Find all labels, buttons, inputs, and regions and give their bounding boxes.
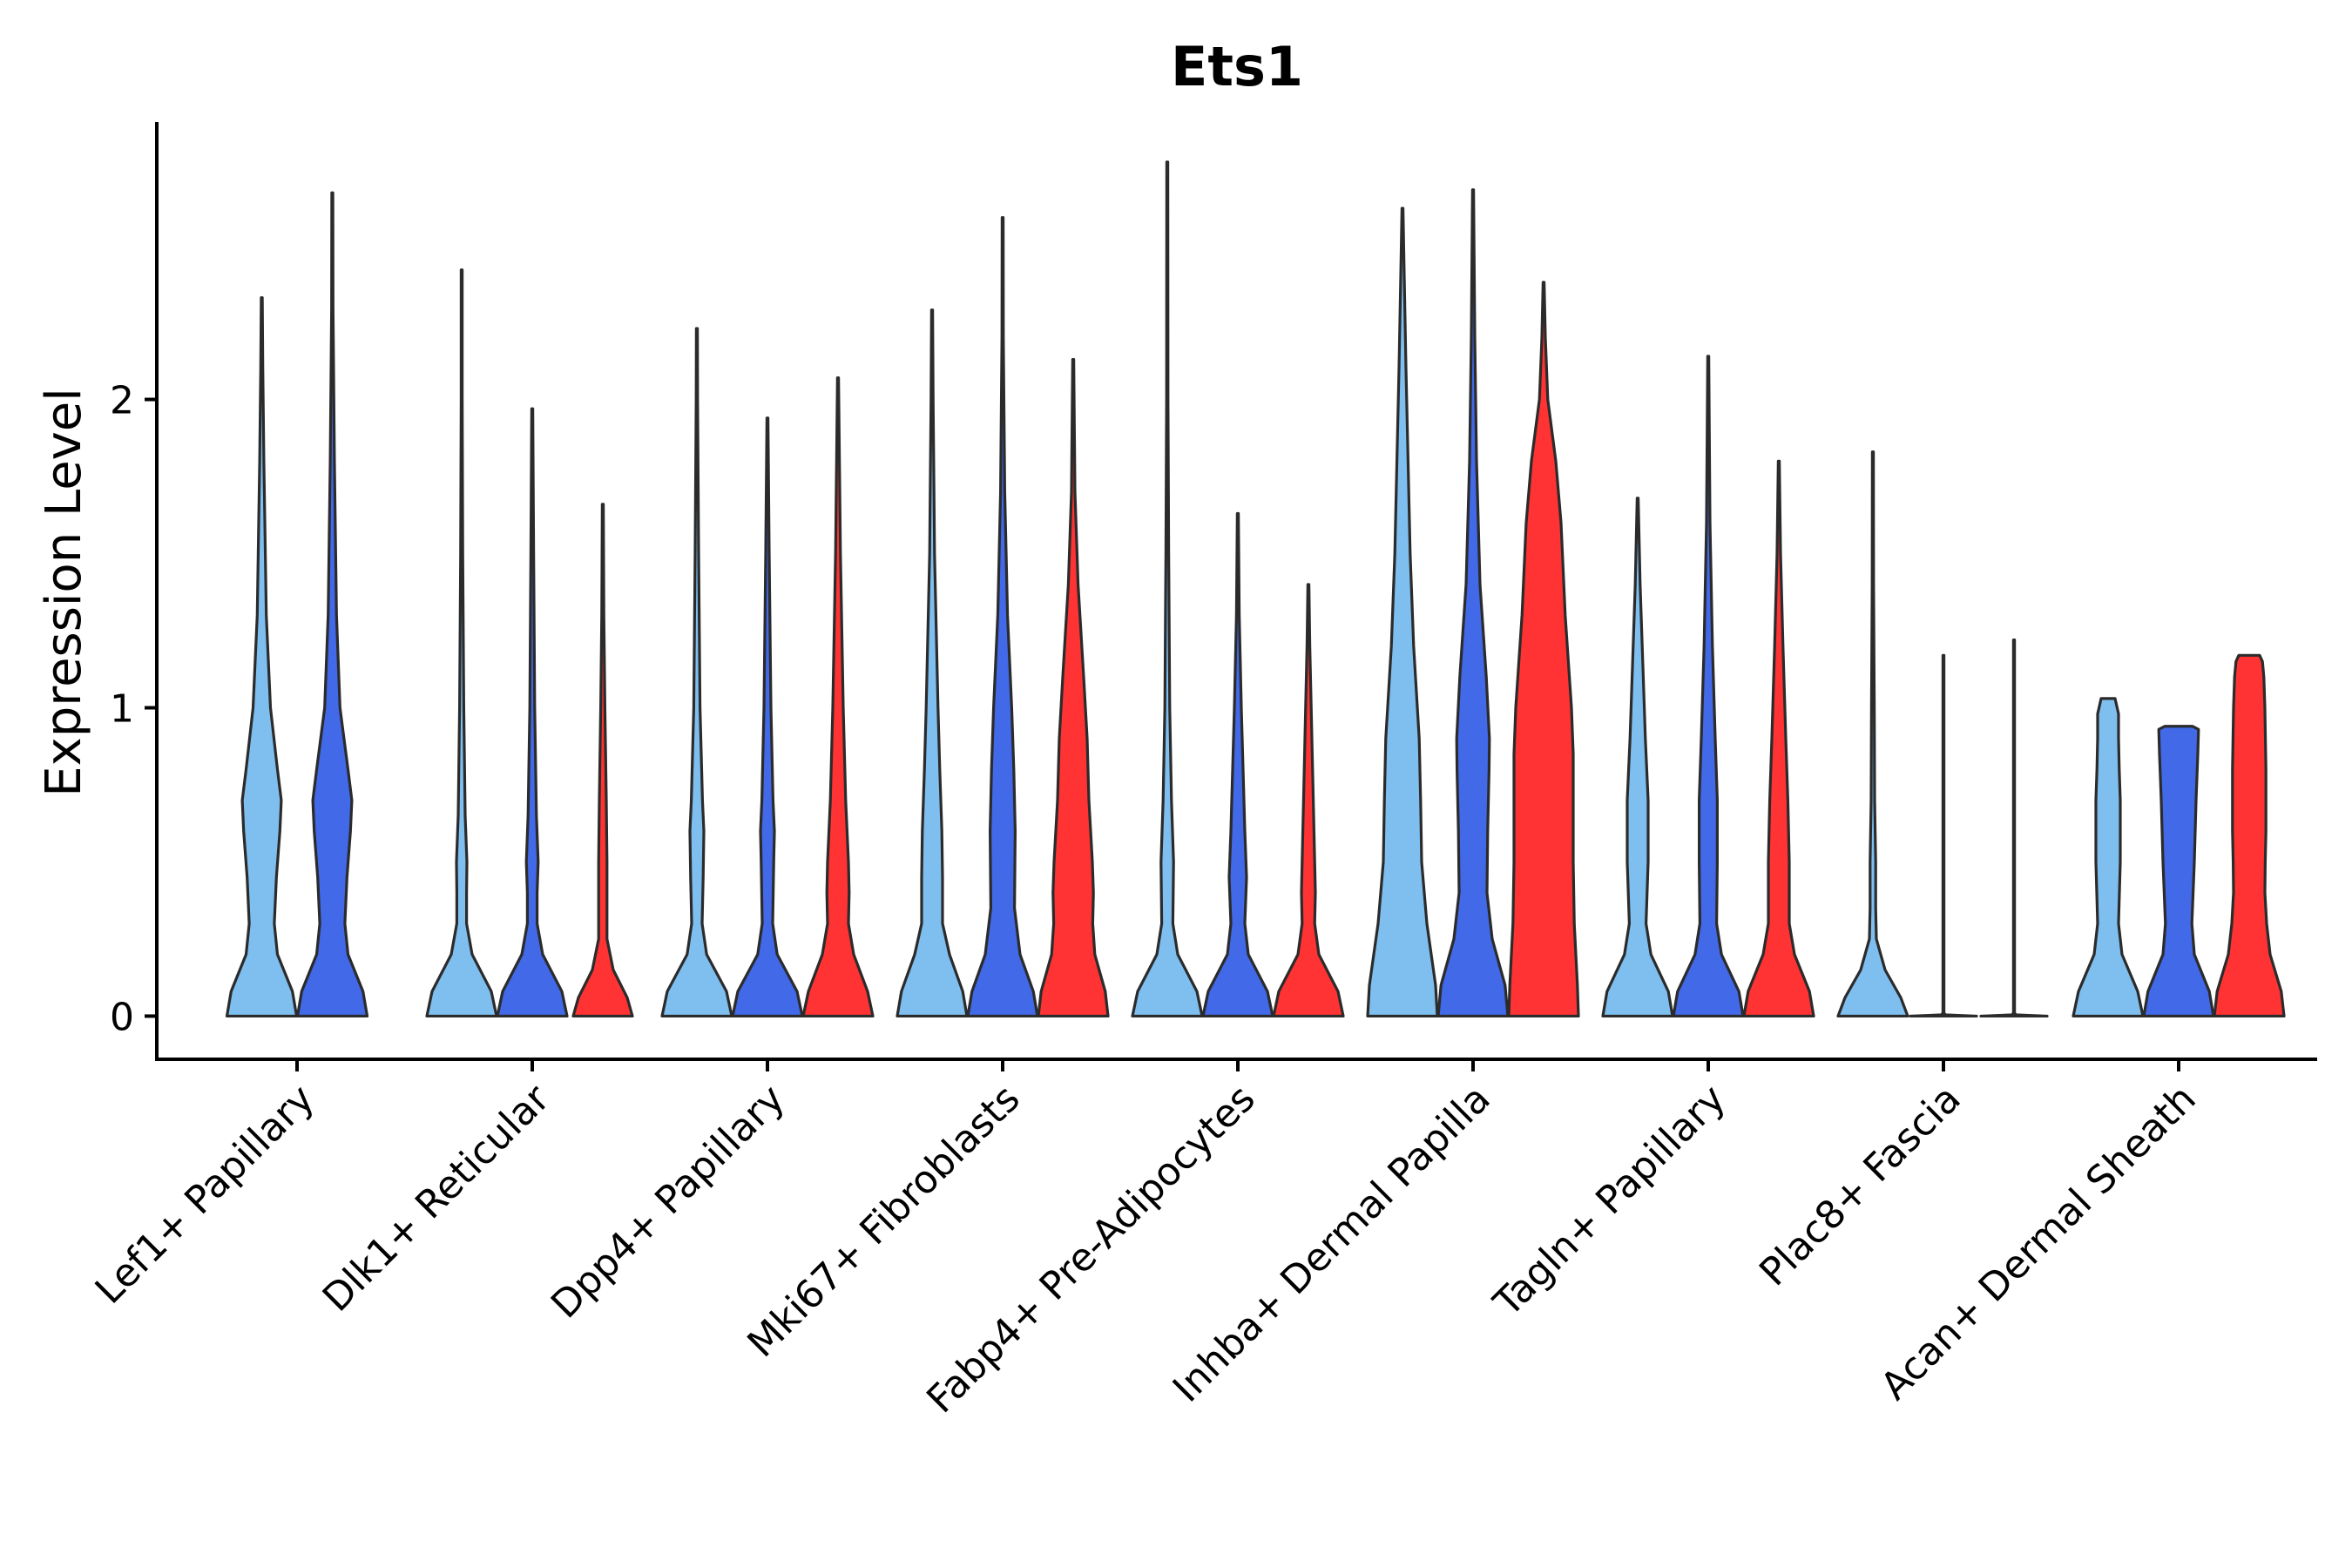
violin-7-2 [1979, 639, 2049, 1018]
violin-8-0 [2072, 697, 2145, 1018]
violin-3-2 [1037, 357, 1110, 1018]
y-tick-label: 2 [110, 379, 134, 423]
violin-6-2 [1742, 459, 1815, 1018]
violin-8-1 [2142, 725, 2215, 1018]
x-tick-label: Dlk1+ Reticular [314, 1076, 559, 1321]
x-tick-label: Dpp4+ Papillary [543, 1077, 794, 1328]
violin-2-2 [801, 376, 875, 1018]
y-tick-label: 0 [110, 995, 134, 1039]
x-tick-label: Plac8+ Fascia [1751, 1077, 1970, 1295]
violin-8-2 [2213, 653, 2286, 1018]
violin-1-0 [425, 268, 498, 1018]
violin-6-0 [1601, 497, 1674, 1018]
violin-3-1 [966, 216, 1039, 1018]
violin-7-0 [1836, 450, 1909, 1018]
violin-6-1 [1672, 355, 1745, 1018]
violin-4-1 [1201, 511, 1274, 1018]
violin-2-1 [731, 416, 804, 1018]
violin-3-0 [896, 308, 969, 1018]
violin-0-0 [225, 296, 299, 1018]
violin-5-2 [1507, 280, 1580, 1018]
violin-4-2 [1272, 583, 1345, 1018]
y-ticks: 0 1 2 [110, 379, 157, 1039]
violins-layer [225, 160, 2286, 1018]
violin-1-2 [571, 503, 634, 1018]
violin-5-1 [1436, 188, 1510, 1018]
violin-2-0 [660, 327, 733, 1018]
x-tick-label: Tagln+ Papillary [1485, 1077, 1734, 1326]
x-tick-label: Lef1+ Papillary [87, 1077, 323, 1313]
y-axis-label: Expression Level [36, 388, 92, 797]
violin-4-0 [1131, 160, 1204, 1018]
chart-title: Ets1 [1171, 35, 1303, 98]
y-tick-label: 1 [110, 687, 134, 732]
violin-0-1 [295, 191, 369, 1018]
violin-7-1 [1909, 653, 1978, 1018]
violin-1-1 [496, 407, 569, 1018]
violin-5-0 [1366, 206, 1439, 1018]
